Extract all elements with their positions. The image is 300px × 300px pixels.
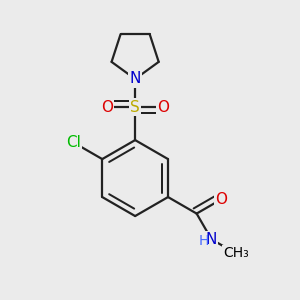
Text: S: S: [130, 100, 140, 115]
Text: O: O: [215, 192, 227, 207]
Text: N: N: [130, 71, 141, 86]
Text: Cl: Cl: [66, 135, 81, 150]
Text: O: O: [101, 100, 113, 115]
Text: CH₃: CH₃: [223, 246, 249, 260]
Text: H: H: [199, 234, 209, 248]
Text: N: N: [206, 232, 217, 247]
Text: O: O: [157, 100, 169, 115]
